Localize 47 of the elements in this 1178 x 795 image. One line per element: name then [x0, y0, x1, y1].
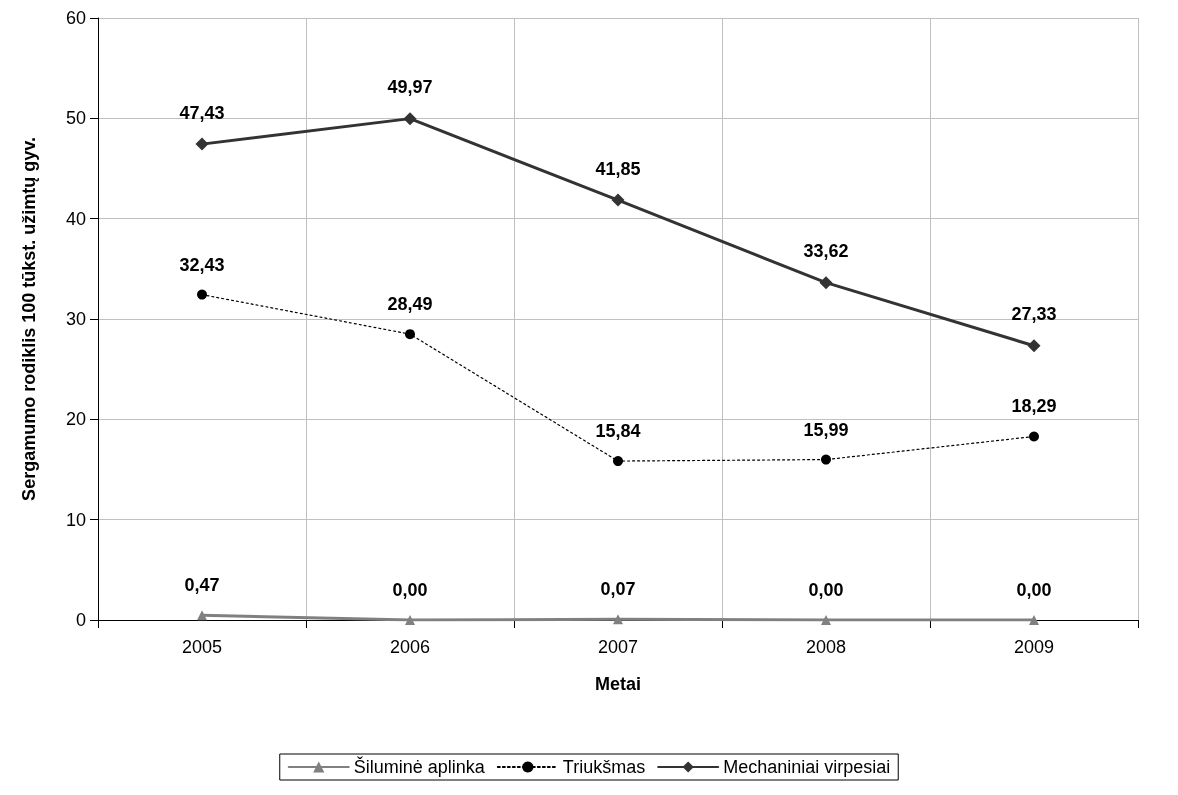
data-label: 47,43 [179, 102, 225, 123]
y-axis-title: Sergamumo rodiklis 100 tūkst. užimtų gyv. [19, 137, 39, 501]
point [403, 112, 417, 126]
legend-label: Mechaniniai virpesiai [723, 757, 891, 777]
data-label: 18,29 [1011, 396, 1057, 417]
y-tick-label: 20 [65, 409, 86, 430]
point [1027, 339, 1041, 353]
data-label: 15,99 [803, 419, 849, 440]
point [197, 610, 207, 621]
x-tick-label: 2009 [1013, 637, 1055, 657]
point [821, 615, 831, 625]
legend-label: Triukšmas [562, 757, 646, 777]
y-tick-label: 0 [75, 610, 86, 630]
y-tick-label: 10 [65, 509, 86, 530]
x-axis-title: Metai [594, 674, 642, 694]
y-tick-label: 30 [65, 309, 86, 329]
data-label: 28,49 [387, 294, 433, 315]
point [819, 276, 833, 290]
point [195, 137, 209, 151]
point [821, 454, 831, 465]
data-label: 0,47 [184, 575, 220, 596]
point [405, 329, 415, 340]
legend-label: Šiluminė aplinka [353, 756, 486, 777]
point [197, 289, 207, 300]
point [613, 456, 623, 467]
data-label: 0,07 [600, 579, 636, 600]
point [1029, 615, 1039, 625]
data-label: 32,43 [179, 254, 225, 275]
data-label: 41,85 [595, 158, 641, 179]
data-label: 49,97 [387, 77, 433, 98]
x-tick-label: 2008 [805, 637, 847, 657]
point [1029, 431, 1039, 442]
x-tick-label: 2005 [181, 637, 223, 657]
y-tick-label: 50 [65, 108, 86, 129]
point [611, 193, 625, 207]
data-label: 33,62 [803, 241, 849, 262]
data-label: 0,00 [392, 580, 428, 600]
data-label: 27,33 [1011, 304, 1057, 325]
data-label: 0,00 [808, 580, 844, 600]
data-label: 0,00 [1016, 580, 1052, 600]
x-tick-label: 2006 [389, 637, 431, 657]
y-tick-label: 40 [65, 208, 86, 229]
x-tick-label: 2007 [597, 637, 639, 657]
point [613, 614, 623, 625]
point [405, 615, 415, 625]
y-tick-label: 60 [65, 8, 86, 28]
data-label: 15,84 [595, 421, 641, 442]
